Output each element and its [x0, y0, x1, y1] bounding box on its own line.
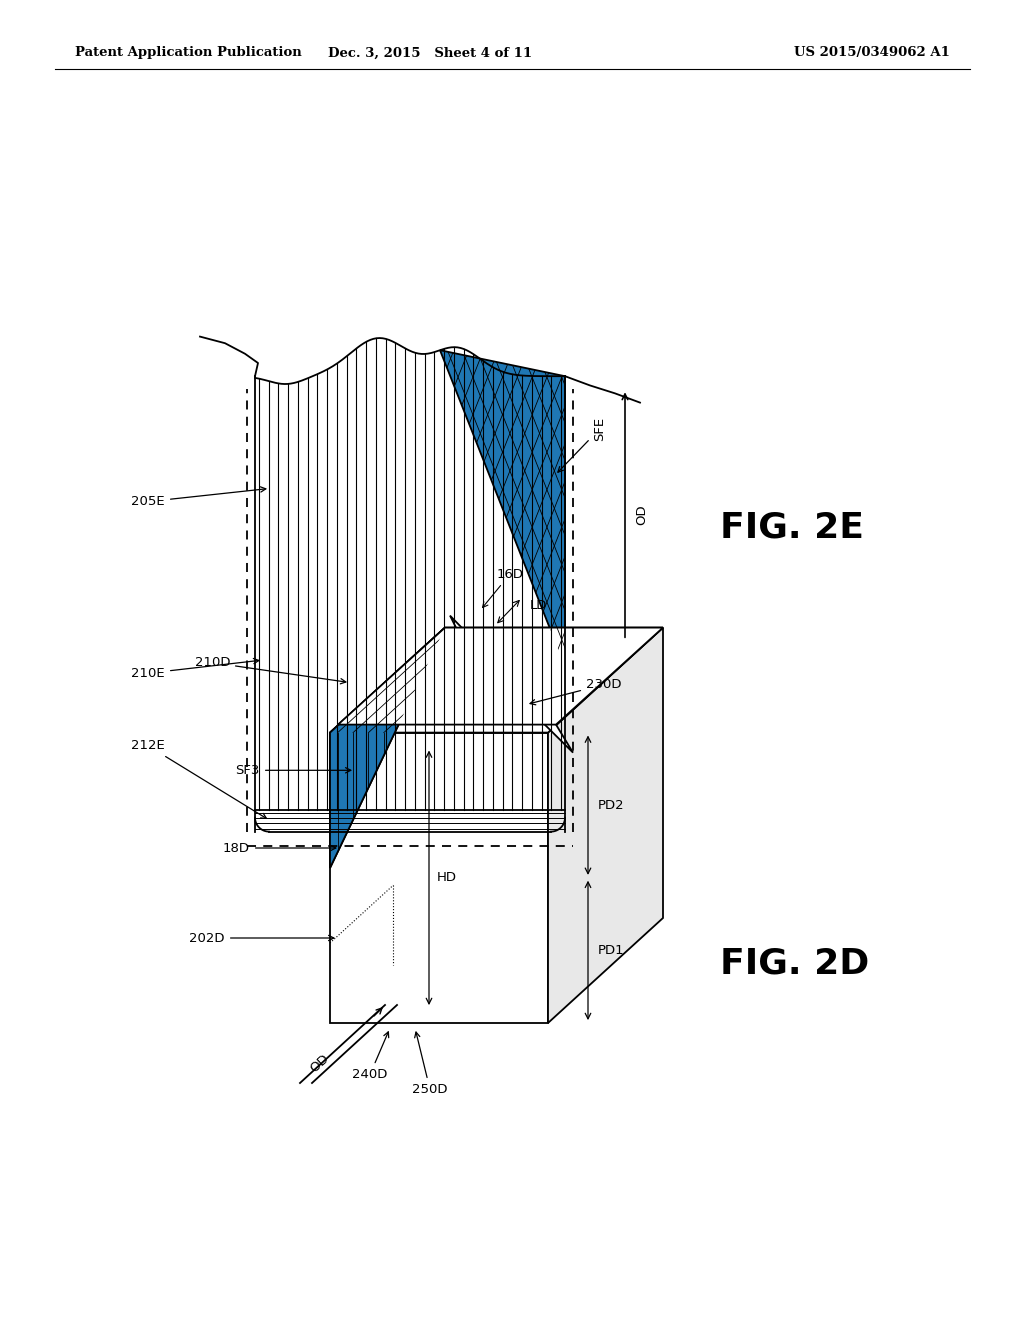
Text: PD2: PD2 — [598, 799, 625, 812]
Polygon shape — [450, 615, 573, 752]
Polygon shape — [330, 627, 445, 869]
Text: 240D: 240D — [352, 1032, 389, 1081]
Text: 205E: 205E — [131, 487, 266, 508]
Polygon shape — [330, 627, 445, 869]
Text: SFE: SFE — [558, 417, 606, 473]
Text: 18D: 18D — [223, 842, 336, 854]
Polygon shape — [440, 350, 565, 667]
Text: 210E: 210E — [131, 659, 259, 680]
Text: 16D: 16D — [482, 568, 523, 607]
Polygon shape — [330, 627, 663, 733]
Text: 210D: 210D — [195, 656, 346, 684]
Polygon shape — [548, 627, 663, 1023]
Text: FIG. 2E: FIG. 2E — [720, 511, 864, 545]
Text: OD: OD — [635, 504, 648, 525]
Polygon shape — [338, 627, 663, 725]
Text: 250D: 250D — [413, 1032, 447, 1096]
Text: FIG. 2D: FIG. 2D — [720, 946, 869, 981]
Text: 202D: 202D — [189, 932, 334, 945]
Text: Patent Application Publication: Patent Application Publication — [75, 46, 302, 59]
Text: SF3: SF3 — [236, 764, 351, 776]
Text: US 2015/0349062 A1: US 2015/0349062 A1 — [795, 46, 950, 59]
Text: HD: HD — [437, 871, 457, 884]
Text: OD: OD — [308, 1051, 332, 1074]
Text: Dec. 3, 2015   Sheet 4 of 11: Dec. 3, 2015 Sheet 4 of 11 — [328, 46, 532, 59]
Text: PD1: PD1 — [598, 944, 625, 957]
Text: 212E: 212E — [131, 739, 266, 818]
Text: 230D: 230D — [530, 678, 622, 705]
Text: LD: LD — [530, 599, 548, 612]
Polygon shape — [440, 350, 565, 667]
Polygon shape — [330, 733, 548, 1023]
